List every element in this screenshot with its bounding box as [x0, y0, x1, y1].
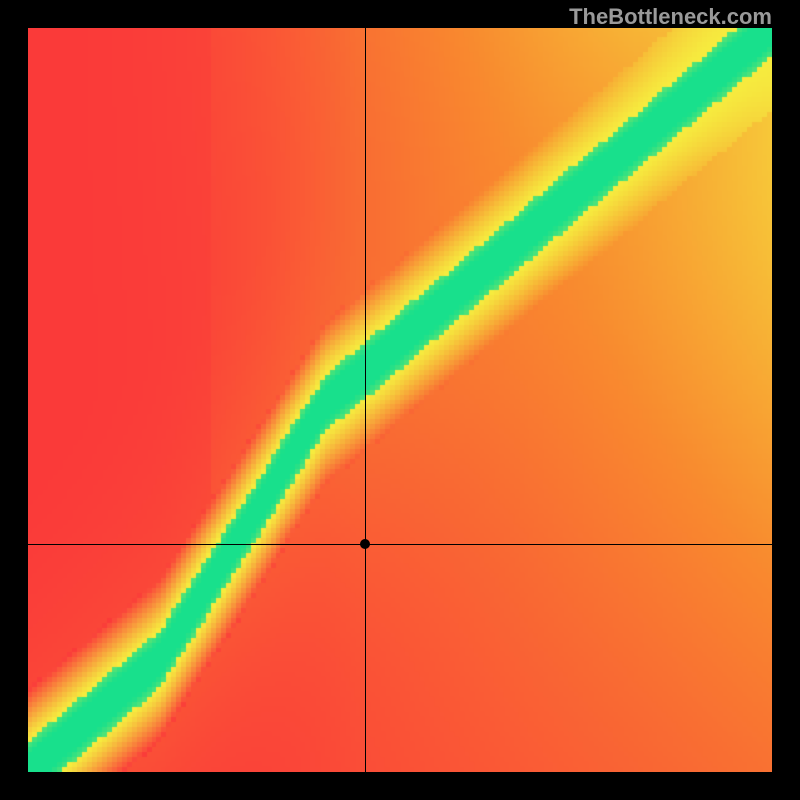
data-point-marker: [360, 539, 370, 549]
plot-area: [28, 28, 772, 772]
watermark-text: TheBottleneck.com: [569, 4, 772, 30]
crosshair-vertical: [365, 28, 366, 772]
crosshair-horizontal: [28, 544, 772, 545]
heatmap-canvas: [28, 28, 772, 772]
